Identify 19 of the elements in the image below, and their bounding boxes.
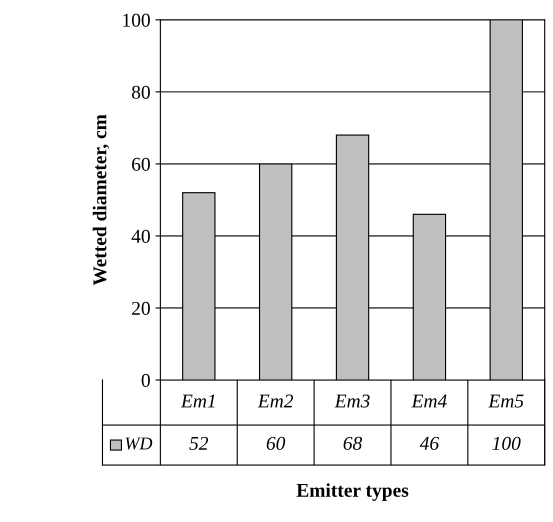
y-tick-label: 80 — [132, 86, 150, 99]
x-tick-label: Em5 — [488, 394, 524, 408]
legend-label: WD — [126, 438, 152, 450]
x-tick-label: Em3 — [334, 394, 370, 408]
x-tick-label: Em2 — [258, 394, 294, 408]
y-tick-label: 100 — [123, 14, 150, 27]
y-tick-label: 60 — [132, 158, 150, 171]
x-axis-title: Emitter types — [296, 483, 408, 501]
data-label: 68 — [344, 436, 362, 450]
y-tick-label: 0 — [142, 374, 150, 387]
x-tick-label: Em1 — [180, 394, 215, 408]
data-label: 46 — [420, 436, 440, 450]
x-tick-label: Em4 — [411, 394, 447, 408]
data-label: 100 — [492, 436, 521, 450]
y-axis-title: Wetted diameter, cm — [92, 114, 110, 286]
data-label: 52 — [189, 436, 208, 450]
y-tick-label: 40 — [132, 230, 150, 243]
data-label: 60 — [266, 436, 286, 450]
y-tick-label: 20 — [132, 302, 150, 315]
